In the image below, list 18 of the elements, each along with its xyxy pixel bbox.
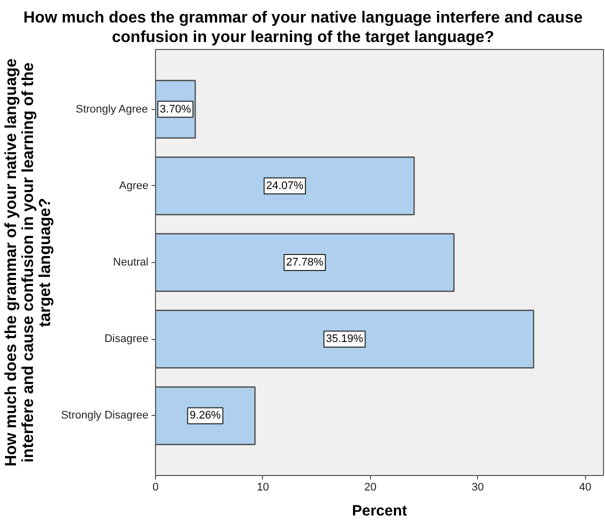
y-tick-label: Strongly Disagree bbox=[61, 410, 149, 422]
data-label: 9.26% bbox=[190, 410, 222, 422]
y-tick-label: Strongly Agree bbox=[76, 103, 148, 116]
y-tick-label: Neutral bbox=[113, 256, 149, 268]
x-tick-label: 40 bbox=[579, 482, 592, 494]
x-axis-title: Percent bbox=[352, 502, 408, 520]
data-label: 3.70% bbox=[160, 103, 192, 116]
x-tick-label: 20 bbox=[364, 482, 376, 494]
x-tick-label: 30 bbox=[472, 482, 484, 494]
y-axis-title: How much does the grammar of your native language interfere and cause confusion in your learning of the target language? bbox=[3, 58, 54, 467]
chart-title: How much does the grammar of your native language interfere and cause confusion in your learning of the target language? bbox=[23, 10, 583, 46]
data-label: 35.19% bbox=[326, 333, 364, 346]
x-tick-label: 0 bbox=[152, 482, 159, 494]
x-tick-label: 10 bbox=[256, 482, 270, 494]
data-label: 24.07% bbox=[266, 180, 304, 192]
y-tick-label: Agree bbox=[119, 180, 149, 192]
data-label: 27.78% bbox=[286, 256, 324, 268]
y-tick-label: Disagree bbox=[104, 333, 149, 346]
